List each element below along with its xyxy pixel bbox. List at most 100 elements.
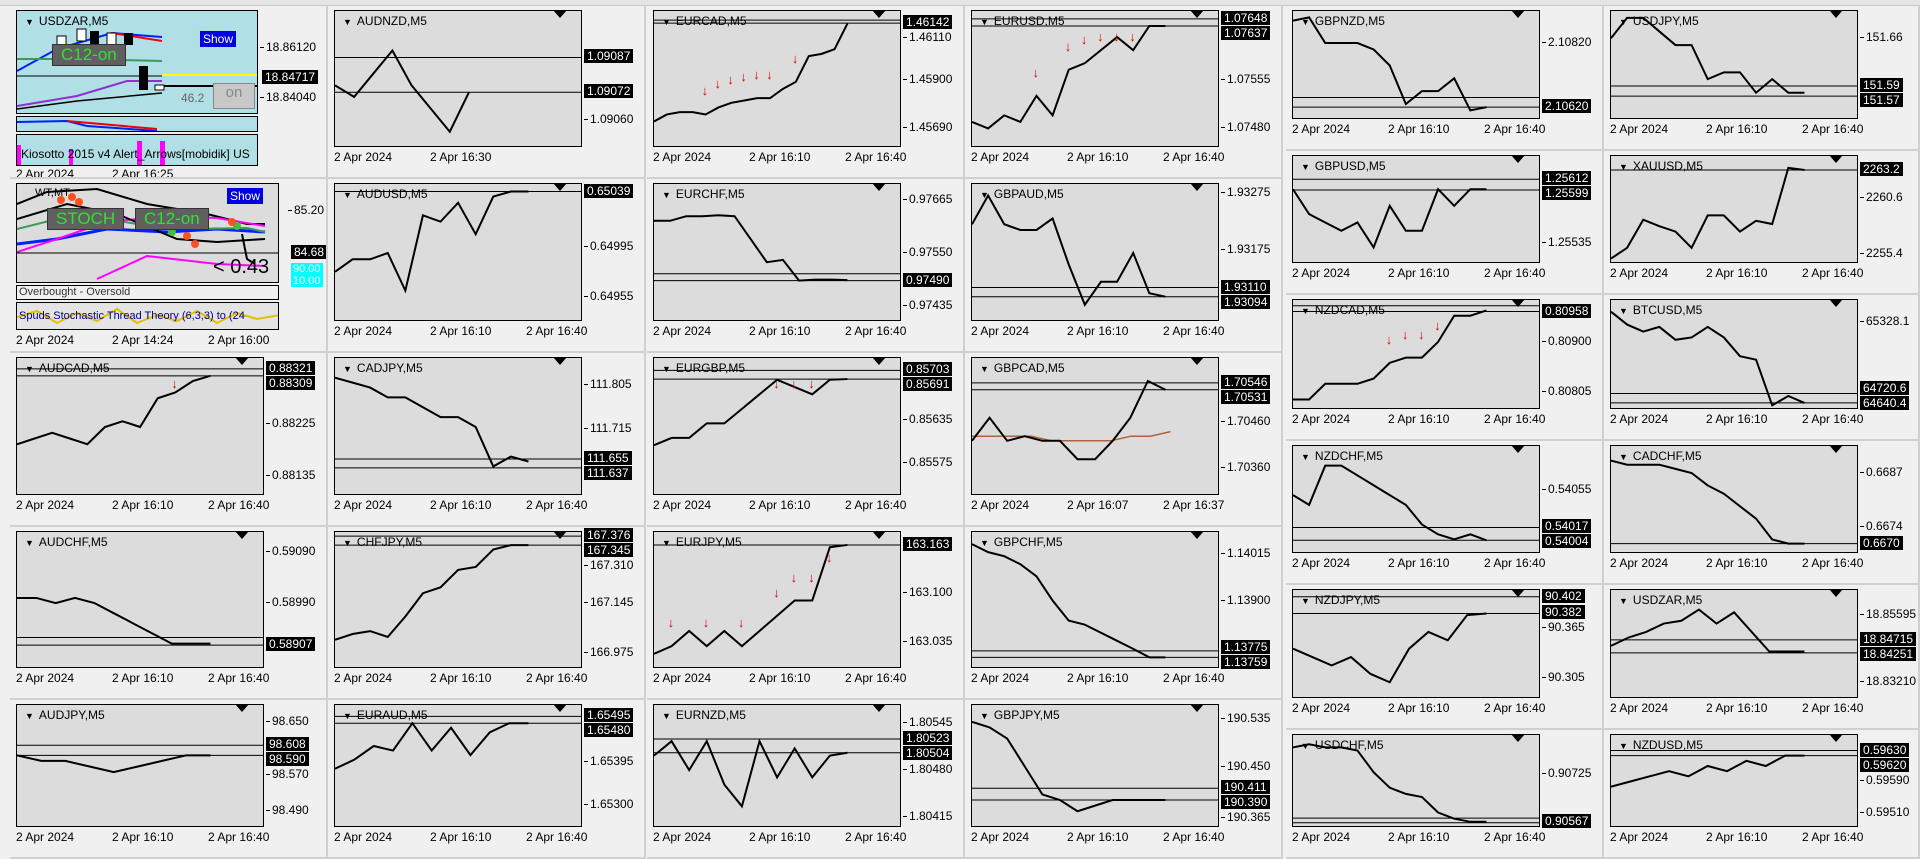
- chart-window-cadjpy[interactable]: ▼ CADJPY,M5 111.805 111.715 111.655 111.637 2 …: [328, 353, 646, 527]
- chart-window-nzdcad[interactable]: ▼ NZDCAD,M5 ↓ ↓ ↓ ↓ 0.80958 0.80900 0.80805 2 Apr…: [1286, 295, 1604, 441]
- chart-window-audcad[interactable]: ▼ AUDCAD,M5 ↓ 0.88321 0.88309 0.88225 0.88135 2…: [10, 353, 328, 527]
- chart-shift-marker-icon[interactable]: [1829, 590, 1843, 597]
- dropdown-triangle-icon[interactable]: ▼: [343, 364, 352, 374]
- plot-area[interactable]: ▼ CADJPY,M5: [334, 357, 582, 495]
- dropdown-triangle-icon[interactable]: ▼: [25, 364, 34, 374]
- plot-area[interactable]: ▼ BTCUSD,M5: [1610, 299, 1858, 409]
- chart-shift-marker-icon[interactable]: [1511, 446, 1525, 453]
- chart-shift-marker-icon[interactable]: [553, 11, 567, 18]
- chart-window-xauusd[interactable]: ▼ XAUUSD,M5 2263.2 2260.6 2255.4 2 Apr 2024 2 …: [1604, 151, 1920, 295]
- chart-shift-marker-icon[interactable]: [1829, 735, 1843, 742]
- plot-area[interactable]: ▼ AUDCAD,M5 ↓: [16, 357, 264, 495]
- chart-shift-marker-icon[interactable]: [1829, 300, 1843, 307]
- plot-area[interactable]: ▼ GBPJPY,M5: [971, 704, 1219, 827]
- chart-window-btcusd[interactable]: ▼ BTCUSD,M5 65328.1 64720.6 64640.4 2 Apr 202…: [1604, 295, 1920, 441]
- chart-shift-marker-icon[interactable]: [872, 358, 886, 365]
- chart-window-gbpnzd[interactable]: ▼ GBPNZD,M5 2.10820 2.10620 2 Apr 2024 2 Apr …: [1286, 6, 1604, 151]
- dropdown-triangle-icon[interactable]: ▼: [1301, 596, 1310, 606]
- plot-area[interactable]: ▼ EURAUD,M5: [334, 704, 582, 827]
- plot-area[interactable]: ▼ GBPCAD,M5: [971, 357, 1219, 495]
- chart-shift-marker-icon[interactable]: [553, 358, 567, 365]
- chart-shift-marker-icon[interactable]: [235, 358, 249, 365]
- chart-shift-marker-icon[interactable]: [1511, 735, 1525, 742]
- chart-shift-marker-icon[interactable]: [553, 532, 567, 539]
- dropdown-triangle-icon[interactable]: ▼: [343, 17, 352, 27]
- dropdown-triangle-icon[interactable]: ▼: [980, 364, 989, 374]
- plot-area[interactable]: ▼ EURCHF,M5: [653, 183, 901, 321]
- chart-shift-marker-icon[interactable]: [1190, 532, 1204, 539]
- show-button[interactable]: Show: [227, 188, 264, 204]
- chart-window-nzdchf[interactable]: ▼ NZDCHF,M5 0.54055 0.54017 0.54004 2 Apr 202…: [1286, 441, 1604, 585]
- dropdown-triangle-icon[interactable]: ▼: [1619, 741, 1628, 751]
- plot-area[interactable]: ▼ CHFJPY,M5: [334, 531, 582, 668]
- chart-shift-marker-icon[interactable]: [1829, 446, 1843, 453]
- chart-window-gbpjpy[interactable]: ▼ GBPJPY,M5 190.535 190.450 190.411 190.390 19…: [965, 700, 1283, 859]
- plot-area[interactable]: ▼ USDCHF,M5: [1292, 734, 1540, 827]
- plot-area[interactable]: ▼ EURNZD,M5: [653, 704, 901, 827]
- dropdown-triangle-icon[interactable]: ▼: [25, 711, 34, 721]
- dropdown-triangle-icon[interactable]: ▼: [1301, 452, 1310, 462]
- chart-window-usdzar-indicators[interactable]: ▼ USDZAR,M5 Show C12-on on 46.2 18.86120 …: [10, 6, 328, 179]
- chart-shift-marker-icon[interactable]: [1511, 156, 1525, 163]
- kiosotto-subwindow[interactable]: Kiosotto 2015 v4 Alert_Arrows[mobidik] U…: [16, 134, 258, 166]
- chart-window-usdchf[interactable]: ▼ USDCHF,M5 0.90725 0.90567 2 Apr 2024 2 Apr …: [1286, 730, 1604, 859]
- chart-shift-marker-icon[interactable]: [872, 184, 886, 191]
- chart-shift-marker-icon[interactable]: [1190, 358, 1204, 365]
- dropdown-triangle-icon[interactable]: ▼: [1619, 306, 1628, 316]
- chart-shift-marker-icon[interactable]: [1829, 156, 1843, 163]
- chart-window-nzdjpy[interactable]: ▼ NZDJPY,M5 90.402 90.382 90.365 90.305 2 Apr …: [1286, 585, 1604, 730]
- chart-window-audusd[interactable]: ▼ AUDUSD,M5 0.65039 0.64995 0.64955 2 Apr 202…: [328, 179, 646, 353]
- chart-window-cadchf[interactable]: ▼ CADCHF,M5 0.6687 0.6674 0.6670 2 Apr 2024 2 …: [1604, 441, 1920, 585]
- dropdown-triangle-icon[interactable]: ▼: [1301, 741, 1310, 751]
- spuds-stochastic-subwindow[interactable]: Spuds Stochastic Thread Theory (6,3,3) t…: [16, 302, 279, 330]
- plot-area[interactable]: ▼ AUDUSD,M5: [334, 183, 582, 321]
- chart-shift-marker-icon[interactable]: [1511, 300, 1525, 307]
- chart-window-usdjpy[interactable]: ▼ USDJPY,M5 151.66 151.59 151.57 2 Apr 2024 2 …: [1604, 6, 1920, 151]
- dropdown-triangle-icon[interactable]: ▼: [343, 711, 352, 721]
- dropdown-triangle-icon[interactable]: ▼: [662, 711, 671, 721]
- chart-shift-marker-icon[interactable]: [553, 184, 567, 191]
- plot-area[interactable]: ▼ USDZAR,M5: [1610, 589, 1858, 698]
- plot-area[interactable]: ▼ EURJPY,M5 ↓ ↓ ↓ ↓ ↓ ↓ ↓: [653, 531, 901, 668]
- dropdown-triangle-icon[interactable]: ▼: [662, 17, 671, 27]
- dropdown-triangle-icon[interactable]: ▼: [25, 17, 34, 27]
- plot-area[interactable]: ▼ GBPNZD,M5: [1292, 10, 1540, 119]
- chart-shift-marker-icon[interactable]: [872, 532, 886, 539]
- chart-shift-marker-icon[interactable]: [1511, 590, 1525, 597]
- plot-area[interactable]: ▼ EURUSD,M5 ↓ ↓ ↓ ↓ ↓ ↓: [971, 10, 1219, 147]
- chart-window-gbpusd[interactable]: ▼ GBPUSD,M5 1.25612 1.25599 1.25535 2 Apr 202…: [1286, 151, 1604, 295]
- plot-area[interactable]: ▼ NZDCHF,M5: [1292, 445, 1540, 553]
- chart-shift-marker-icon[interactable]: [235, 532, 249, 539]
- plot-area[interactable]: ▼ USDZAR,M5 Show C12-on on 46.2: [16, 10, 258, 114]
- plot-area[interactable]: ▼ NZDJPY,M5: [1292, 589, 1540, 698]
- chart-window-eurnzd[interactable]: ▼ EURNZD,M5 1.80545 1.80523 1.80504 1.80480 1.…: [647, 700, 965, 859]
- plot-area[interactable]: ▼ EURGBP,M5 ↓ ↓ ↓: [653, 357, 901, 495]
- chart-window-eurcad[interactable]: ▼ EURCAD,M5 ↓ ↓ ↓ ↓ ↓ ↓ ↓ 1.46142 1.46110 1.45900 1.…: [647, 6, 965, 179]
- chart-shift-marker-icon[interactable]: [1511, 11, 1525, 18]
- chart-window-euraud[interactable]: ▼ EURAUD,M5 1.65495 1.65480 1.65395 1.65300 2 …: [328, 700, 646, 859]
- dropdown-triangle-icon[interactable]: ▼: [662, 190, 671, 200]
- dropdown-triangle-icon[interactable]: ▼: [1619, 162, 1628, 172]
- dropdown-triangle-icon[interactable]: ▼: [343, 190, 352, 200]
- dropdown-triangle-icon[interactable]: ▼: [980, 711, 989, 721]
- chart-shift-marker-icon[interactable]: [872, 705, 886, 712]
- plot-area[interactable]: ▼ AUDJPY,M5: [16, 704, 264, 827]
- plot-area[interactable]: ▼ NZDCAD,M5 ↓ ↓ ↓ ↓: [1292, 299, 1540, 409]
- chart-window-eurgbp[interactable]: ▼ EURGBP,M5 ↓ ↓ ↓ 0.85703 0.85691 0.85635 0.8557…: [647, 353, 965, 527]
- indicator-subwindow-1[interactable]: [16, 116, 258, 132]
- plot-area[interactable]: ▼ XAUUSD,M5: [1610, 155, 1858, 263]
- dropdown-triangle-icon[interactable]: ▼: [1301, 162, 1310, 172]
- chart-window-chfjpy[interactable]: ▼ CHFJPY,M5 167.376 167.345 167.310 167.145 16…: [328, 527, 646, 700]
- dropdown-triangle-icon[interactable]: ▼: [1619, 596, 1628, 606]
- dropdown-triangle-icon[interactable]: ▼: [980, 538, 989, 548]
- chart-window-eurusd[interactable]: ▼ EURUSD,M5 ↓ ↓ ↓ ↓ ↓ ↓ 1.07648 1.07637 1.07555 1.0…: [965, 6, 1283, 179]
- dropdown-triangle-icon[interactable]: ▼: [662, 538, 671, 548]
- on-button[interactable]: on: [213, 83, 255, 109]
- chart-shift-marker-icon[interactable]: [553, 705, 567, 712]
- plot-area[interactable]: ▼ USDJPY,M5: [1610, 10, 1858, 119]
- dropdown-triangle-icon[interactable]: ▼: [1301, 306, 1310, 316]
- chart-shift-marker-icon[interactable]: [1190, 184, 1204, 191]
- chart-window-eurchf[interactable]: ▼ EURCHF,M5 0.97665 0.97550 0.97490 0.97435 2 …: [647, 179, 965, 353]
- plot-area[interactable]: ▼ AUDCHF,M5: [16, 531, 264, 668]
- plot-area[interactable]: ▼ AUDNZD,M5: [334, 10, 582, 147]
